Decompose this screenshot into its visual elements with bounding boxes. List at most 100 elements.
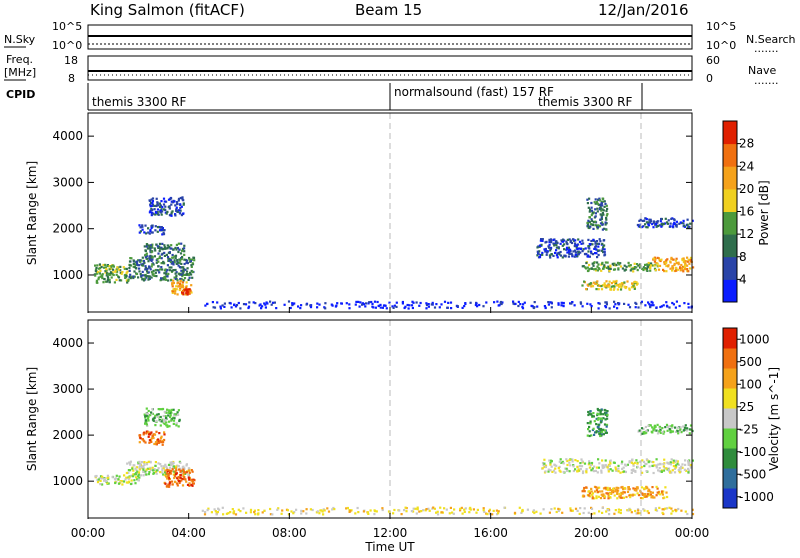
power-cell <box>595 240 599 243</box>
power-cell <box>179 196 182 200</box>
velocity-cell <box>159 424 162 427</box>
velocity-cell <box>476 508 479 511</box>
power-cell <box>164 208 167 211</box>
velocity-cell <box>300 509 303 512</box>
power-cell <box>633 282 636 285</box>
velocity-cell <box>624 470 627 474</box>
velocity-cell <box>180 479 183 482</box>
power-cell <box>609 265 612 268</box>
x-axis: 00:00 04:00 08:00 12:00 16:00 20:00 00:00 <box>71 307 709 540</box>
velocity-cell <box>602 487 606 490</box>
velocity-cell <box>140 465 144 469</box>
velocity-cell <box>106 474 109 477</box>
velocity-cell <box>687 459 690 463</box>
velocity-cell <box>164 482 167 485</box>
velocity-cell <box>649 424 652 427</box>
power-cell <box>160 213 163 216</box>
power-cell <box>517 300 520 303</box>
power-cell <box>633 266 636 269</box>
power-cell <box>367 302 370 305</box>
velocity-cell <box>183 476 186 479</box>
velocity-cell <box>163 433 166 436</box>
velocity-cell <box>668 425 671 428</box>
power-cell <box>93 273 96 276</box>
power-cell <box>273 301 276 304</box>
power-cell <box>164 275 167 278</box>
power-cell <box>603 244 606 247</box>
velocity-cell <box>619 471 622 474</box>
power-cell <box>292 303 295 306</box>
power-cell <box>166 264 169 267</box>
power-cell <box>612 280 615 283</box>
velocity-cell <box>117 478 120 481</box>
power-cell <box>556 252 559 255</box>
power-cell <box>672 258 675 261</box>
velocity-cell <box>656 423 659 426</box>
power-cell <box>552 238 555 242</box>
power-cell <box>212 306 215 309</box>
velocity-cell <box>675 459 678 462</box>
velocity-cell <box>138 460 141 463</box>
power-cell <box>141 270 144 273</box>
nsearch-dots: ....... <box>754 42 778 55</box>
power-cell <box>150 265 153 268</box>
power-cell <box>379 303 382 306</box>
power-cell <box>590 214 593 217</box>
power-cell <box>639 223 642 226</box>
power-cell <box>545 253 548 256</box>
power-cell <box>166 275 169 278</box>
velocity-cell <box>569 509 572 512</box>
velocity-cell <box>187 467 190 470</box>
power-cell <box>427 303 430 306</box>
velocity-cell <box>652 496 655 499</box>
velocity-cell <box>222 513 225 516</box>
power-cell <box>364 305 367 308</box>
power-cell <box>687 270 690 273</box>
velocity-cell <box>167 414 170 417</box>
power-cell <box>449 301 453 304</box>
power-cell <box>110 265 113 268</box>
power-cell <box>175 208 178 211</box>
velocity-cell <box>154 441 157 444</box>
power-cell <box>162 231 165 234</box>
velocity-cell <box>602 428 605 431</box>
velocity-ytick-label: 1000 <box>52 474 83 488</box>
power-cell <box>533 306 536 309</box>
velocity-cell <box>201 509 204 512</box>
velocity-cell <box>680 465 683 468</box>
velocity-cell <box>591 467 594 470</box>
power-cell <box>185 270 189 273</box>
power-cell <box>173 200 176 203</box>
velocity-cell <box>269 507 272 511</box>
velocity-cell <box>605 412 608 415</box>
noise-axis-right-top: 10^5 <box>706 20 736 33</box>
power-cell <box>605 214 608 217</box>
velocity-cell <box>424 509 427 512</box>
power-cell <box>300 304 303 307</box>
power-cell <box>179 252 183 255</box>
power-cell <box>646 265 650 268</box>
velocity-cell <box>147 460 150 463</box>
power-cell <box>188 290 191 293</box>
velocity-cell <box>676 426 679 429</box>
velocity-cell <box>369 509 372 512</box>
velocity-cell <box>594 469 597 472</box>
velocity-cell <box>590 434 593 437</box>
velocity-cell <box>566 459 569 463</box>
power-cell <box>178 266 181 269</box>
velocity-cell <box>607 494 610 497</box>
velocity-cell <box>415 512 418 515</box>
power-cell <box>157 252 160 255</box>
power-cell <box>184 288 187 291</box>
power-cell <box>587 269 590 272</box>
freq-axis-left-bottom: 8 <box>68 72 75 85</box>
velocity-cell <box>560 461 563 464</box>
power-cell <box>662 222 665 226</box>
power-cell <box>566 238 569 241</box>
velocity-cell <box>599 417 603 420</box>
power-cell <box>120 272 123 275</box>
power-cell <box>156 211 159 214</box>
power-cell <box>171 283 174 286</box>
velocity-cell <box>542 464 545 467</box>
